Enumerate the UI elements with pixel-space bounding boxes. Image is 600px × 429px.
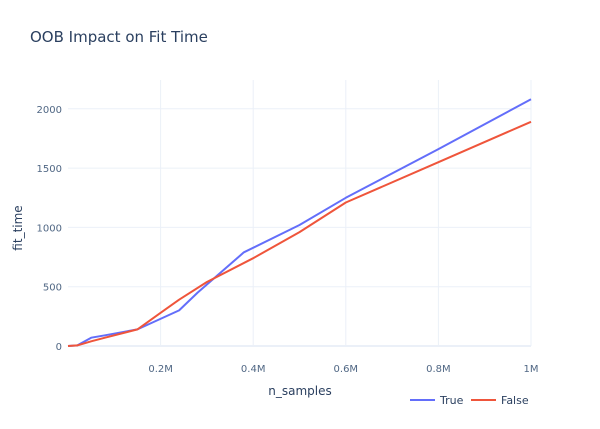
x-axis-ticks: 0.2M 0.4M 0.6M 0.8M 1M — [148, 364, 538, 375]
x-tick-label: 0.8M — [426, 364, 451, 375]
y-tick-label: 2000 — [37, 105, 62, 116]
legend-label: True — [439, 394, 464, 407]
x-tick-label: 0.2M — [148, 364, 173, 375]
chart-title: OOB Impact on Fit Time — [30, 28, 208, 46]
y-axis-ticks: 0 500 1000 1500 2000 — [37, 105, 62, 353]
x-tick-label: 0.6M — [334, 364, 359, 375]
y-tick-label: 1500 — [37, 164, 62, 175]
legend-label: False — [501, 394, 529, 407]
y-tick-label: 0 — [56, 342, 62, 353]
gridlines — [68, 80, 532, 347]
x-tick-label: 1M — [524, 364, 539, 375]
legend-item-false[interactable]: False — [471, 394, 529, 407]
y-tick-label: 1000 — [37, 223, 62, 234]
legend: True False — [410, 394, 529, 407]
legend-item-true[interactable]: True — [410, 394, 464, 407]
x-tick-label: 0.4M — [241, 364, 266, 375]
series-line-true — [67, 98, 532, 347]
y-tick-label: 500 — [43, 283, 62, 294]
y-axis-label: fit_time — [11, 205, 25, 250]
data-lines — [67, 98, 532, 347]
x-axis-label: n_samples — [268, 384, 332, 398]
series-line-false — [67, 120, 532, 347]
